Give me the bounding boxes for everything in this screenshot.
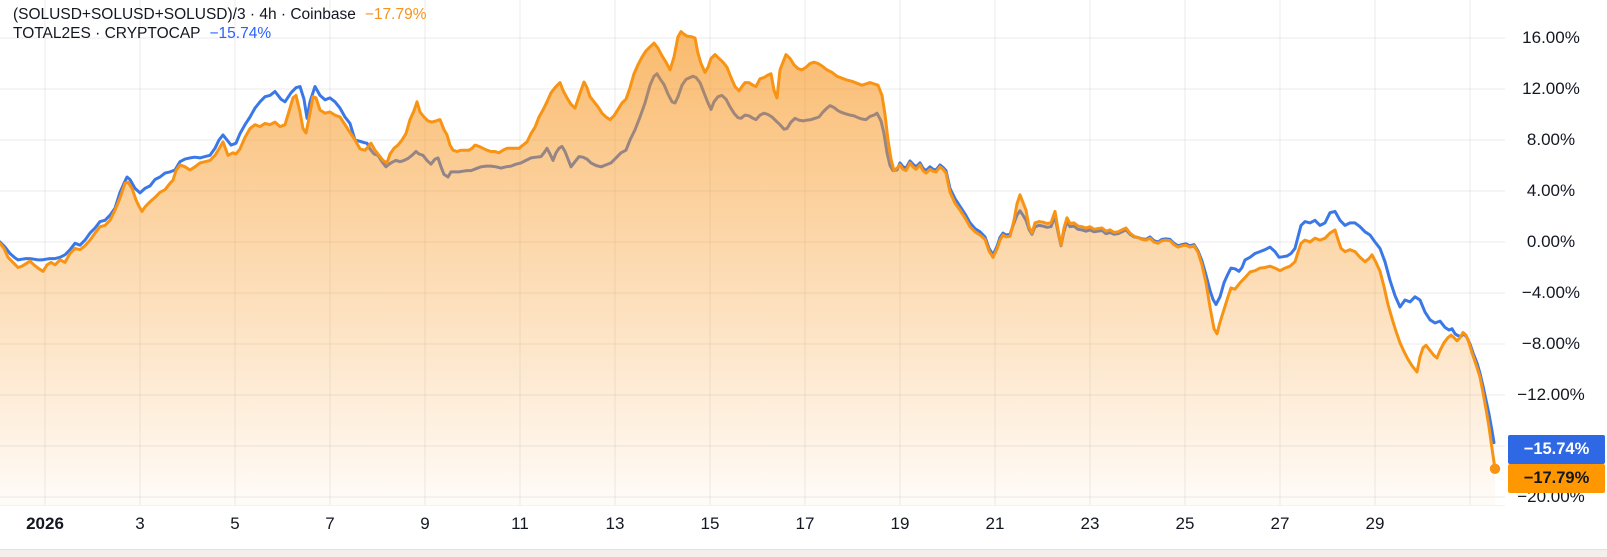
time-axis-label: 15 <box>700 514 720 533</box>
price-axis[interactable]: 16.00% 12.00% 8.00% 4.00% 0.00% −4.00% −8.00% −… <box>1505 0 1607 506</box>
price-axis-label: 16.00% <box>1522 28 1580 47</box>
time-axis-label: 21 <box>985 514 1005 533</box>
time-axis-label: 23 <box>1080 514 1100 533</box>
price-axis-label: −4.00% <box>1521 283 1581 302</box>
time-axis-label: 5 <box>230 514 240 533</box>
time-axis-label: 19 <box>890 514 910 533</box>
price-axis-label: −8.00% <box>1521 334 1581 353</box>
legend-sol-average-change: −17.79% <box>364 6 427 23</box>
series-area-sol-average <box>0 31 1495 505</box>
legend-total2es-title: TOTAL2ES · CRYPTOCAP <box>13 25 201 42</box>
window-bottom-edge <box>0 549 1607 557</box>
time-axis-label: 3 <box>135 514 145 533</box>
time-axis-label: 13 <box>605 514 625 533</box>
legend-sol-average-title: (SOLUSD+SOLUSD+SOLUSD)/3 · 4h · Coinbase <box>13 6 356 23</box>
pane-divider <box>0 505 1505 506</box>
price-tag-sol-average: −17.79% <box>1508 464 1605 493</box>
price-axis-label: 0.00% <box>1526 232 1576 251</box>
legend-row-total2es[interactable]: TOTAL2ES · CRYPTOCAP −15.74% <box>13 24 426 43</box>
price-tag-total2es: −15.74% <box>1508 435 1605 464</box>
time-axis-label: 17 <box>795 514 815 533</box>
time-axis-label: 11 <box>511 514 529 533</box>
time-axis-label: 9 <box>420 514 430 533</box>
time-axis-label: 25 <box>1175 514 1195 533</box>
price-axis-label: −12.00% <box>1517 385 1585 404</box>
time-axis[interactable]: 2026 3 5 7 9 11 13 15 17 19 21 23 25 27 29 <box>0 505 1505 549</box>
last-value-dot <box>1489 463 1501 474</box>
price-axis-label: 8.00% <box>1526 130 1576 149</box>
legend-row-sol-average[interactable]: (SOLUSD+SOLUSD+SOLUSD)/3 · 4h · Coinbase… <box>13 5 426 24</box>
series-line-sol-average <box>0 30 1497 471</box>
time-axis-label: 2026 <box>26 514 64 533</box>
legend-total2es-change: −15.74% <box>209 25 272 42</box>
time-axis-label: 7 <box>325 514 335 533</box>
legend: (SOLUSD+SOLUSD+SOLUSD)/3 · 4h · Coinbase… <box>13 5 426 43</box>
price-axis-label: 12.00% <box>1522 79 1580 98</box>
price-axis-label: 4.00% <box>1526 181 1576 200</box>
time-axis-label: 27 <box>1270 514 1290 533</box>
time-axis-label: 29 <box>1365 514 1385 533</box>
